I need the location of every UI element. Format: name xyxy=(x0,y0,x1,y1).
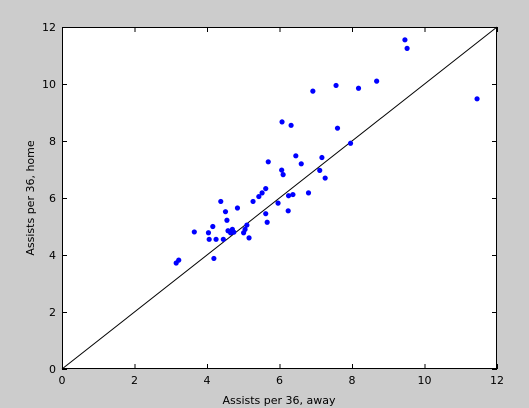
data-point xyxy=(220,236,226,242)
data-point xyxy=(374,78,380,84)
data-point xyxy=(231,229,237,235)
y-tick-label: 2 xyxy=(49,306,56,319)
data-point xyxy=(298,161,304,167)
data-point xyxy=(246,235,252,241)
data-point xyxy=(305,190,312,196)
data-point xyxy=(211,255,217,262)
y-axis-ticks: 0 2 4 6 8 10 12 xyxy=(42,21,497,376)
data-point xyxy=(322,175,328,181)
data-point xyxy=(265,159,271,165)
data-point xyxy=(319,154,325,161)
identity-line xyxy=(61,26,498,370)
data-point xyxy=(176,257,182,263)
data-point xyxy=(206,236,212,242)
x-tick-label: 4 xyxy=(204,374,211,387)
x-tick-label: 6 xyxy=(276,374,283,387)
y-tick-label: 12 xyxy=(42,21,56,34)
data-point xyxy=(213,236,219,242)
data-point xyxy=(333,82,339,89)
data-point xyxy=(205,230,212,236)
data-point xyxy=(191,229,197,235)
x-tick-label: 8 xyxy=(349,374,356,387)
data-point xyxy=(347,140,354,146)
data-point xyxy=(288,122,294,128)
data-point xyxy=(334,125,341,131)
data-point xyxy=(355,85,362,91)
data-point xyxy=(285,208,291,214)
data-point xyxy=(280,172,286,178)
y-tick-label: 0 xyxy=(49,363,56,376)
x-tick-label: 2 xyxy=(131,374,138,387)
data-point xyxy=(242,226,248,232)
x-axis-ticks: 0 2 4 6 8 10 12 xyxy=(59,27,504,387)
data-point xyxy=(474,96,480,102)
data-point xyxy=(404,45,410,51)
data-point xyxy=(222,209,229,215)
data-point xyxy=(293,153,299,159)
data-point xyxy=(210,223,216,230)
data-point xyxy=(279,119,285,125)
data-point xyxy=(275,200,281,206)
data-point xyxy=(290,191,296,198)
data-point xyxy=(218,198,224,205)
data-point xyxy=(402,37,408,43)
data-point xyxy=(264,219,270,225)
data-points xyxy=(173,37,480,266)
y-tick-label: 8 xyxy=(49,135,56,148)
x-axis-label: Assists per 36, away xyxy=(222,394,336,407)
y-tick-label: 4 xyxy=(49,249,56,262)
data-point xyxy=(224,217,230,223)
x-tick-label: 10 xyxy=(418,374,432,387)
y-tick-label: 10 xyxy=(42,78,56,91)
data-point xyxy=(285,193,292,199)
y-axis-label: Assists per 36, home xyxy=(24,140,37,255)
x-tick-label: 0 xyxy=(59,374,66,387)
data-point xyxy=(250,198,256,205)
data-point xyxy=(263,211,269,217)
data-point xyxy=(244,222,250,228)
data-point xyxy=(317,167,323,173)
data-point xyxy=(234,205,241,211)
data-point xyxy=(279,167,285,173)
data-point xyxy=(263,185,269,192)
data-point xyxy=(256,193,262,200)
x-tick-label: 12 xyxy=(490,374,504,387)
data-point xyxy=(259,190,265,196)
data-point xyxy=(310,88,316,94)
y-tick-label: 6 xyxy=(49,192,56,205)
